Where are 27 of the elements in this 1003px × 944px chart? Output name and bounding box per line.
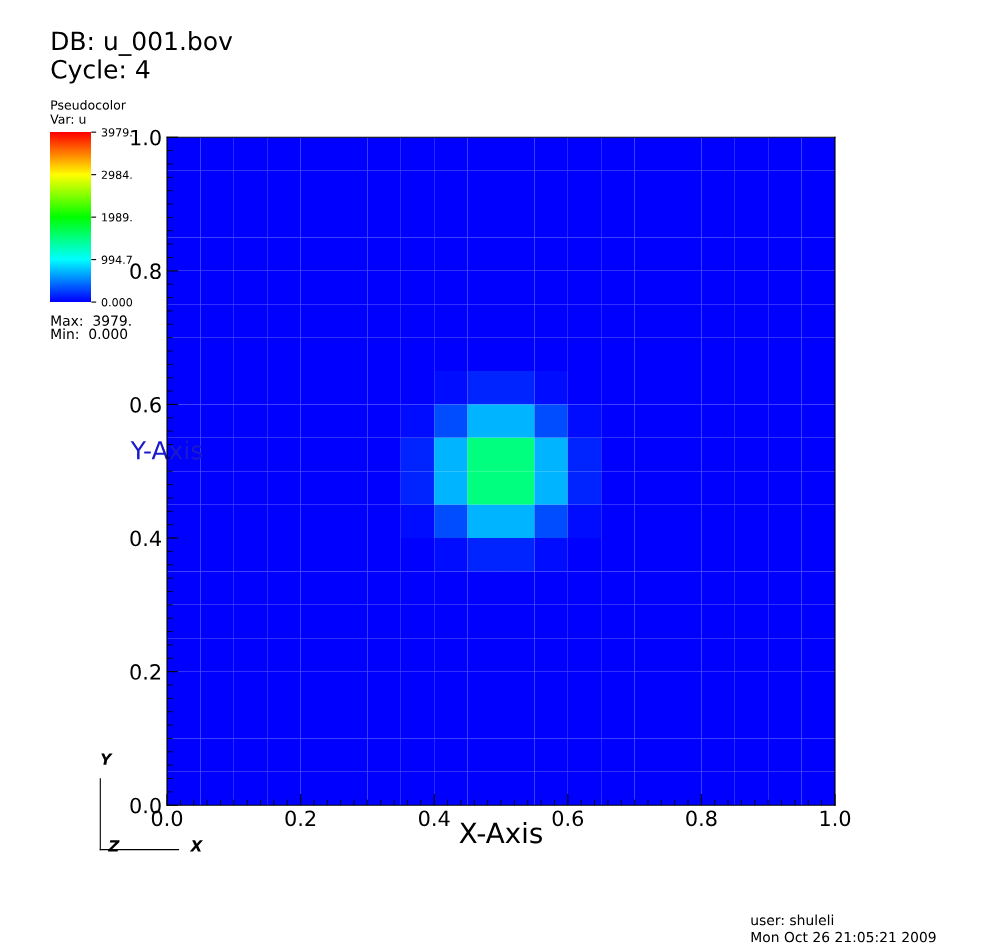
- color-bar-label: 2984.: [101, 170, 132, 180]
- chart-subtitle: Cycle: 4: [51, 59, 150, 84]
- y-tick-label: 0.4: [130, 530, 161, 547]
- text: X: [189, 840, 203, 852]
- y-tick-label: 1.0: [131, 129, 161, 146]
- y-tick-label: 0.2: [130, 664, 161, 680]
- legend-title: Pseudocolor: [51, 100, 126, 110]
- x-tick-label: 1.0: [820, 810, 851, 827]
- x-axis-title: X-Axis: [459, 821, 542, 844]
- x-tick-label: 0.2: [285, 810, 316, 827]
- chart-title: DB: u_001.bov: [52, 31, 233, 56]
- x-tick-label: 0.8: [686, 810, 717, 827]
- color-bar-label: 994.7: [101, 255, 132, 264]
- x-tick-label: 0.4: [419, 810, 450, 827]
- color-bar-title: Var: u: [50, 114, 86, 124]
- text: user: shuleli: [751, 914, 834, 926]
- text: Mon Oct 26 21:05:21 2009: [751, 931, 936, 943]
- text: Y: [101, 753, 113, 765]
- color-bar-label: 3979.: [101, 128, 132, 137]
- y-tick-label: 0.8: [130, 263, 161, 280]
- color-bar-label: 1989.: [102, 213, 132, 222]
- x-tick-label: 0.6: [552, 810, 584, 827]
- color-bar-label: 0.000: [101, 298, 133, 307]
- y-tick-label: 0.6: [130, 396, 161, 413]
- y-axis-title: Y-Axis: [130, 440, 203, 460]
- text: Min: 0.000: [51, 328, 128, 340]
- text: Max: 3979.: [51, 315, 131, 326]
